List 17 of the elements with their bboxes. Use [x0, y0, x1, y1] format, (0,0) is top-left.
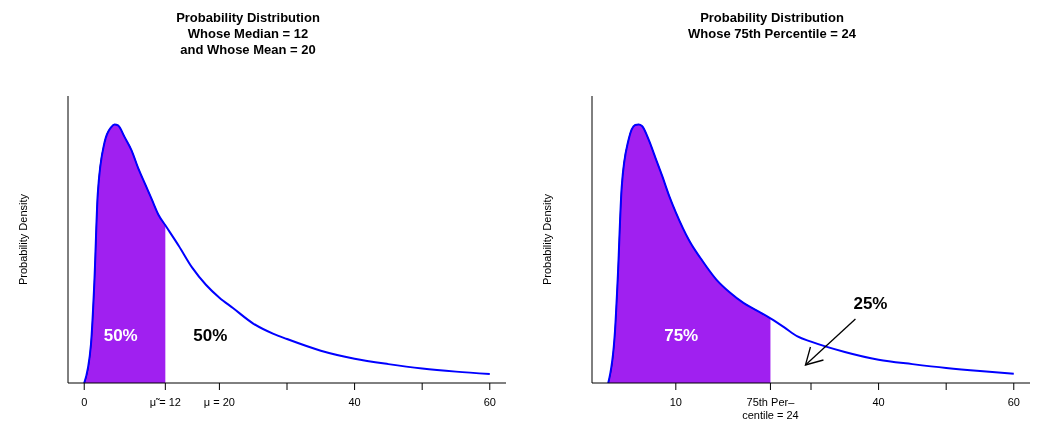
- annotation: 25%: [853, 293, 888, 313]
- x-tick-label: 10: [669, 396, 682, 408]
- annotation: 50%: [103, 325, 138, 345]
- x-tick-label: 0: [81, 396, 88, 408]
- x-tick-label: 60: [483, 396, 496, 408]
- x-tick-label: μ = 20: [203, 396, 235, 408]
- y-axis-title: Probability Density: [540, 193, 553, 286]
- x-tick-label: μ̃ = 12: [149, 396, 181, 408]
- x-tick-label: 40: [348, 396, 361, 408]
- x-tick-label: 60: [1007, 396, 1020, 408]
- x-tick-label: 75th Per– centile = 24: [742, 396, 799, 421]
- x-tick-label: 40: [872, 396, 885, 408]
- annotation: 75%: [664, 325, 699, 345]
- chart-title: Probability Distribution Whose 75th Percentile = 24: [687, 10, 857, 42]
- annotation: 50%: [193, 325, 228, 345]
- chart-title: Probability Distribution Whose Median = 12 and Whose Mean = 20: [175, 10, 321, 58]
- y-axis-title: Probability Density: [16, 193, 29, 286]
